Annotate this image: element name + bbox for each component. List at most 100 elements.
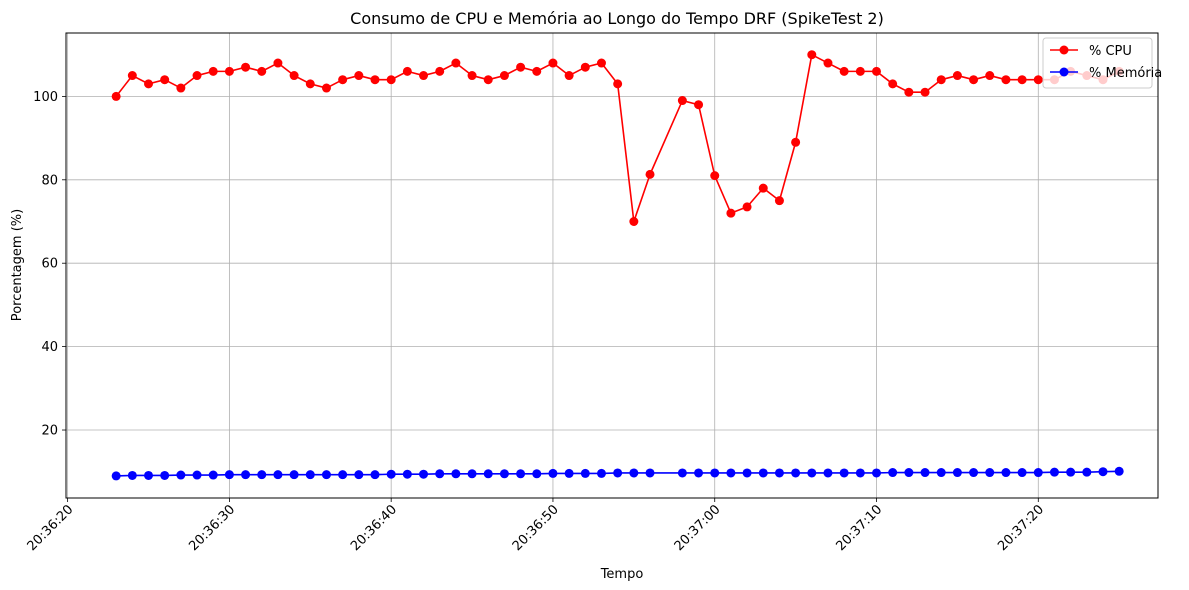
series-cpu-point <box>823 58 833 68</box>
series-cpu-point <box>160 75 170 85</box>
series-memory-point <box>1017 468 1027 478</box>
series-cpu-point <box>548 58 558 68</box>
series-cpu-point <box>1001 75 1011 85</box>
series-cpu-point <box>224 66 234 76</box>
series-cpu-point <box>338 75 348 85</box>
series-memory-point <box>321 470 331 480</box>
series-memory-point <box>1098 467 1108 477</box>
series-memory-point <box>127 470 137 480</box>
series-memory-point <box>807 468 817 478</box>
series-cpu-point <box>483 75 493 85</box>
series-memory-point <box>823 468 833 478</box>
series-memory-point <box>839 468 849 478</box>
series-memory-point <box>499 469 509 479</box>
series-cpu-point <box>872 66 882 76</box>
series-cpu-point <box>629 217 639 226</box>
series-cpu-point <box>613 79 623 89</box>
series-memory-point <box>532 469 542 479</box>
series-memory-point <box>192 470 202 480</box>
series-memory-point <box>791 468 801 478</box>
series-memory-point <box>208 470 218 480</box>
series-cpu-point <box>920 87 930 97</box>
series-cpu-point <box>742 202 752 212</box>
series-memory-point <box>548 468 558 478</box>
series-cpu-point <box>726 208 736 218</box>
series-cpu-point <box>807 50 817 60</box>
series-memory-point <box>564 468 574 478</box>
series-memory-point <box>742 468 752 478</box>
series-cpu-point <box>289 71 299 81</box>
series-memory-point <box>289 470 299 480</box>
x-axis-label: Tempo <box>600 567 644 582</box>
series-cpu-point <box>273 58 283 68</box>
series-memory-point <box>936 468 946 478</box>
series-cpu-point <box>451 58 461 68</box>
y-tick-label: 80 <box>41 173 58 188</box>
series-cpu-point <box>192 71 202 81</box>
series-cpu-point <box>710 171 720 181</box>
series-cpu-point <box>241 62 251 72</box>
y-tick-label: 100 <box>33 90 58 105</box>
series-memory-point <box>1082 467 1092 477</box>
series-memory-point <box>370 470 380 480</box>
y-tick-label: 60 <box>41 257 58 272</box>
x-tick-label: 20:37:00 <box>672 502 724 554</box>
series-cpu-point <box>499 71 509 81</box>
series-cpu-point <box>1033 75 1043 85</box>
series-cpu-point <box>370 75 380 85</box>
series-memory-point <box>629 468 639 478</box>
series-cpu-point <box>904 87 914 97</box>
series-cpu-point <box>1017 75 1027 85</box>
series-cpu-point <box>386 75 396 85</box>
series-memory-point <box>144 470 154 480</box>
series-memory-point <box>1066 467 1076 477</box>
x-tick-label: 20:37:20 <box>995 502 1047 554</box>
series-memory-point <box>613 468 623 478</box>
series-cpu-point <box>645 169 655 179</box>
series-memory-point <box>273 470 283 480</box>
series-layer <box>111 50 1124 481</box>
series-cpu-point <box>985 71 995 81</box>
series-memory-point <box>451 469 461 479</box>
grid-lines <box>66 33 1158 498</box>
series-cpu-point <box>208 66 218 76</box>
series-memory-point <box>160 470 170 480</box>
x-tick-label: 20:36:50 <box>510 502 562 554</box>
legend: % CPU % Memória <box>1042 37 1162 89</box>
series-cpu-point <box>774 196 784 206</box>
series-cpu-point <box>677 96 687 106</box>
series-memory-point <box>904 468 914 478</box>
series-cpu-point <box>952 71 962 81</box>
series-memory-point <box>111 471 121 481</box>
series-cpu-point <box>354 71 364 81</box>
series-memory-point <box>435 469 445 479</box>
series-memory-point <box>1114 466 1124 476</box>
series-memory-point <box>596 468 606 478</box>
series-memory-point <box>354 470 364 480</box>
series-cpu-point <box>111 91 121 101</box>
series-memory-point <box>402 469 412 479</box>
series-cpu-point <box>144 79 154 89</box>
series-cpu-point <box>257 66 267 76</box>
series-cpu-point <box>888 79 898 89</box>
series-cpu-point <box>127 71 137 81</box>
series-cpu-point <box>936 75 946 85</box>
series-memory-point <box>338 470 348 480</box>
series-cpu-point <box>839 66 849 76</box>
series-memory-point <box>920 468 930 478</box>
series-cpu-point <box>564 71 574 81</box>
legend-memory-label: % Memória <box>1089 66 1162 81</box>
series-memory-point <box>516 469 526 479</box>
x-tick-label: 20:37:10 <box>833 502 885 554</box>
series-cpu-point <box>419 71 429 81</box>
series-memory-point <box>710 468 720 478</box>
series-cpu-point <box>176 83 186 93</box>
series-memory-point <box>645 468 655 478</box>
series-memory-point <box>241 470 251 480</box>
y-axis-label: Porcentagem (%) <box>10 209 25 321</box>
series-memory-point <box>1001 468 1011 478</box>
y-tick-label: 40 <box>41 340 58 355</box>
series-cpu-point <box>596 58 606 68</box>
series-memory-point <box>224 470 234 480</box>
